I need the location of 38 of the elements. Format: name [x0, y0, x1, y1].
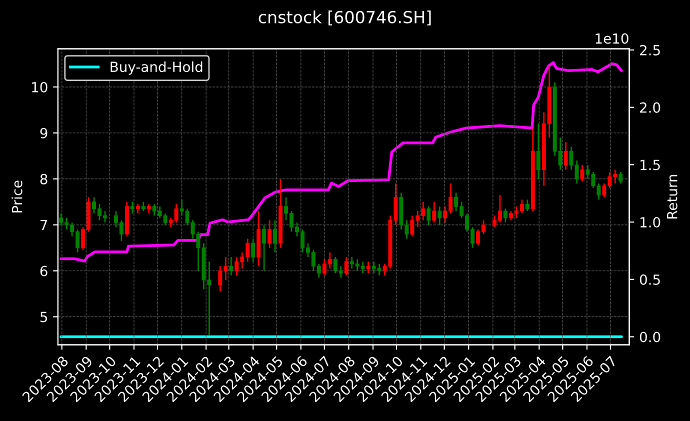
y2-tick-label: 0.0	[640, 332, 660, 342]
candlestick	[268, 220, 272, 249]
text: 1e10	[596, 33, 628, 44]
candlestick	[536, 123, 540, 180]
y2-axis-title: Return	[667, 174, 678, 218]
y-tick-label: 8	[40, 174, 48, 184]
candlestick	[366, 260, 370, 274]
candlestick	[564, 141, 568, 170]
candlestick	[503, 208, 508, 224]
y2-tick-label: 1.5	[640, 160, 660, 170]
candlestick	[580, 164, 584, 182]
y2-tick-label: 2.0	[640, 102, 660, 113]
y-tick-label: 5	[40, 312, 48, 322]
candlestick	[251, 238, 256, 262]
candlestick	[262, 224, 266, 272]
candlestick	[136, 203, 140, 214]
y2-tick-label: 0.5	[640, 274, 660, 285]
y-tick-label: 10	[32, 82, 48, 92]
y-axis-title: Price	[12, 180, 22, 212]
candlestick	[141, 201, 146, 212]
y-tick-label: 7	[40, 220, 48, 230]
y2-tick-label: 1.0	[640, 217, 660, 228]
line-series	[60, 61, 623, 262]
candlestick	[438, 206, 442, 226]
candlestick	[525, 198, 530, 212]
candlestick	[273, 220, 278, 254]
y-tick-label: 9	[40, 128, 48, 138]
candlestick	[618, 171, 623, 184]
chart-title: cnstock [600746.SH]	[258, 10, 431, 26]
y2-tick-label: 2.5	[640, 44, 660, 56]
candlestick	[426, 206, 431, 226]
legend-label: Buy-and-Hold	[110, 61, 202, 75]
candlestick	[229, 256, 234, 276]
candlestick	[432, 201, 436, 224]
candlestick	[344, 256, 348, 276]
candlestick	[130, 201, 134, 214]
y-tick-label: 6	[40, 266, 48, 276]
candlestick	[146, 203, 151, 214]
